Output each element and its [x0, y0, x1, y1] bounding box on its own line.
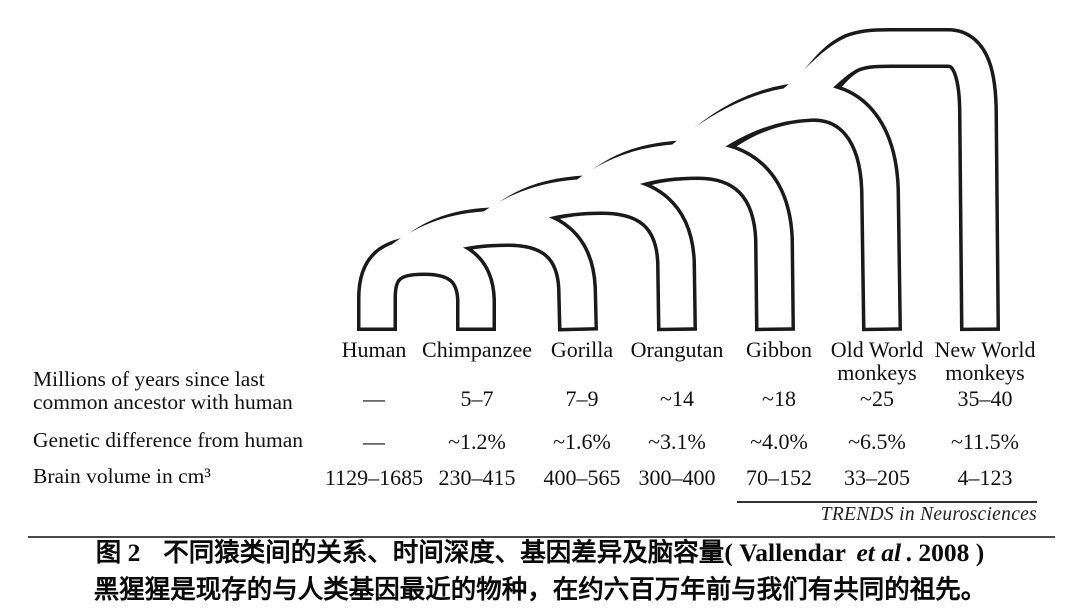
- species-label-orangutan: Orangutan: [630, 337, 724, 362]
- species-label-chimpanzee: Chimpanzee: [422, 337, 532, 362]
- caption-divider: [28, 536, 1055, 538]
- table-cell-r2-c2: 400–565: [543, 465, 621, 490]
- table-cell-r2-c1: 230–415: [438, 465, 516, 490]
- tree-branch-interiors: [360, 31, 997, 328]
- table-cell-r2-c3: 300–400: [638, 465, 716, 490]
- species-label-gibbon: Gibbon: [746, 337, 812, 362]
- journal-source: TRENDS in Neurosciences: [820, 504, 1037, 525]
- table-cell-r1-c2: ~1.6%: [553, 429, 611, 454]
- table-cell-r0-c3: ~14: [660, 386, 694, 411]
- table-cell-r1-c6: ~11.5%: [951, 429, 1019, 454]
- table-cell-r1-c3: ~3.1%: [648, 429, 706, 454]
- table-cell-r0-c1: 5–7: [460, 386, 494, 411]
- species-label-new-world-monkeys: New World monkeys: [934, 337, 1036, 385]
- species-label-human: Human: [341, 337, 407, 362]
- table-cell-r1-c5: ~6.5%: [848, 429, 906, 454]
- table-cell-r1-c1: ~1.2%: [448, 429, 506, 454]
- table-cell-r0-c5: ~25: [860, 386, 894, 411]
- caption-figure-number: 图 2: [95, 538, 141, 567]
- row-label-divergence-time: Millions of years since last common ance…: [33, 367, 293, 414]
- table-cell-r2-c4: 70–152: [746, 465, 812, 490]
- table-cell-r2-c6: 4–123: [957, 465, 1013, 490]
- table-cell-r0-c6: 35–40: [957, 386, 1013, 411]
- table-cell-r0-c4: ~18: [762, 386, 796, 411]
- caption-year: . 2008: [905, 538, 970, 567]
- caption-paren-close: ): [969, 538, 985, 567]
- caption-author: Vallendar: [739, 538, 852, 567]
- source-rule: [737, 501, 1037, 503]
- caption-line-1: 图 2 不同猿类间的关系、时间深度、基因差异及脑容量( Vallendar et …: [0, 539, 1080, 567]
- table-cell-r0-c0: —: [363, 386, 385, 411]
- row-label-brain-volume: Brain volume in cm³: [33, 464, 211, 488]
- caption-et-al: et al: [856, 538, 902, 567]
- table-cell-r1-c4: ~4.0%: [750, 429, 808, 454]
- table-cell-r0-c2: 7–9: [565, 386, 599, 411]
- phylogenetic-tree-diagram: [357, 28, 1000, 332]
- row-label-genetic-difference: Genetic difference from human: [33, 428, 304, 452]
- table-cell-r2-c5: 33–205: [844, 465, 910, 490]
- table-cell-r2-c0: 1129–1685: [324, 465, 424, 490]
- caption-line-2: 黑猩猩是现存的与人类基因最近的物种，在约六百万年前与我们有共同的祖先。: [93, 575, 987, 604]
- caption-title-text: 不同猿类间的关系、时间深度、基因差异及脑容量: [163, 538, 725, 567]
- table-cell-r1-c0: —: [363, 429, 385, 454]
- caption-paren-open: (: [724, 538, 740, 567]
- species-label-old-world-monkeys: Old World monkeys: [830, 337, 924, 385]
- species-label-gorilla: Gorilla: [550, 337, 614, 362]
